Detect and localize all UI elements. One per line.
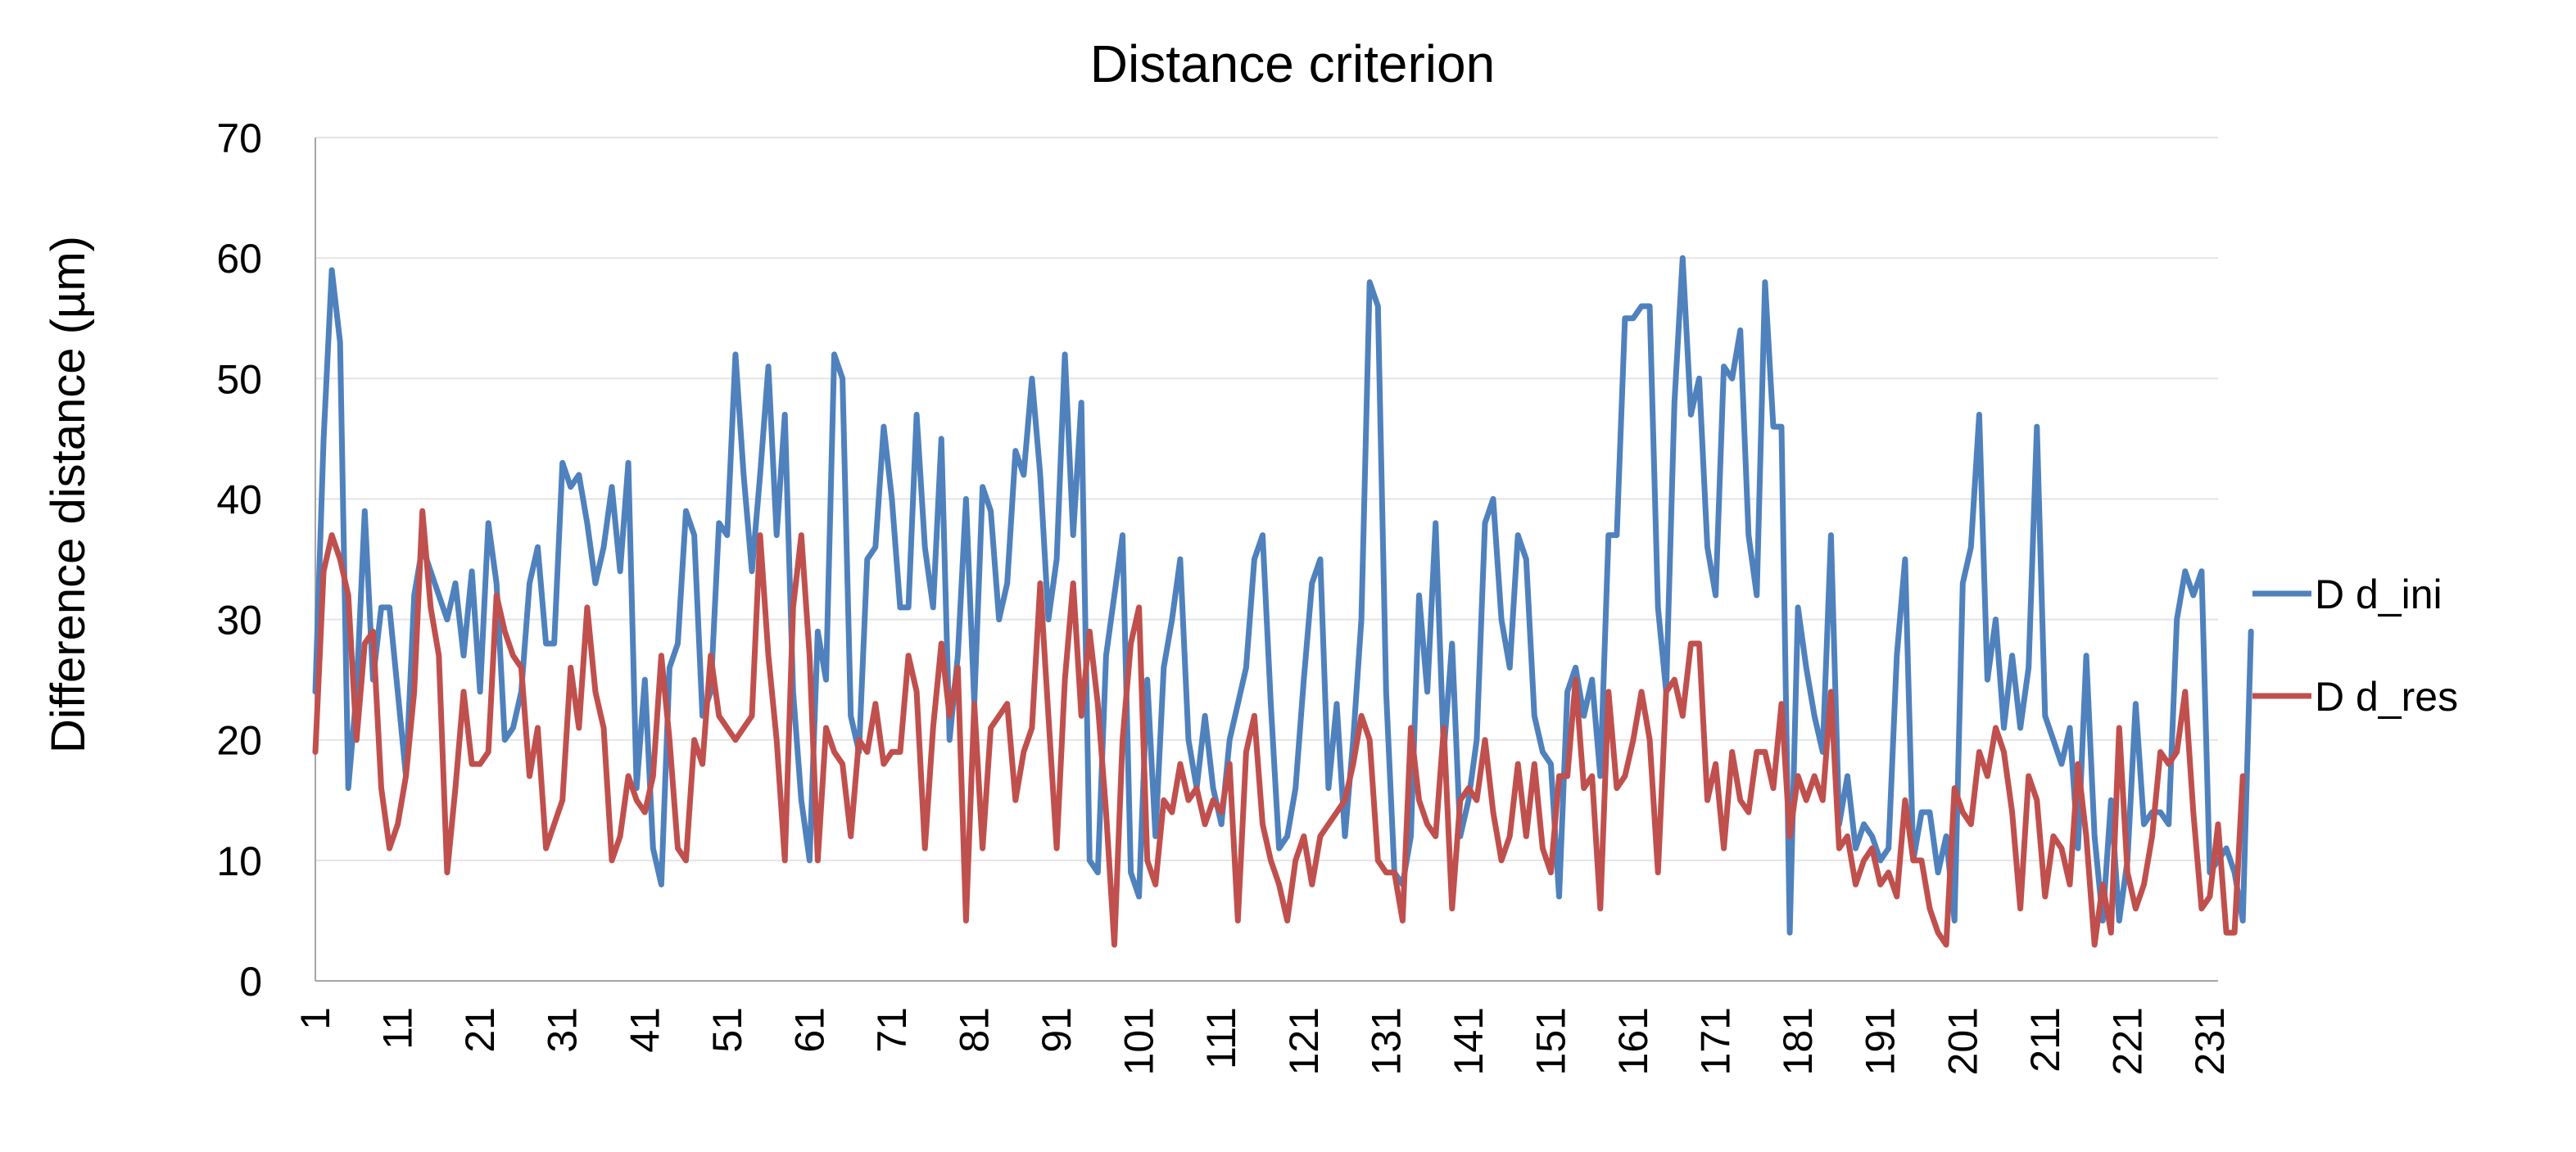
y-tick-label: 30 <box>216 598 262 644</box>
series-line-d-d-res <box>312 508 2246 948</box>
series-line-d-d-ini <box>312 255 2254 936</box>
x-tick-label: 61 <box>786 1007 832 1053</box>
y-tick-label: 0 <box>239 959 262 1005</box>
x-tick-label: 201 <box>1940 1007 1985 1075</box>
axes <box>315 138 2218 982</box>
x-tick-label: 71 <box>869 1007 915 1053</box>
x-tick-label: 51 <box>704 1007 750 1053</box>
x-tick-label: 161 <box>1610 1007 1656 1075</box>
legend-label: D d_res <box>2315 674 2458 720</box>
chart-title: Distance criterion <box>1090 34 1495 93</box>
legend-label: D d_ini <box>2315 571 2442 617</box>
x-tick-label: 181 <box>1775 1007 1821 1075</box>
series-lines <box>312 255 2254 948</box>
x-tick-label: 151 <box>1528 1007 1573 1075</box>
y-tick-label: 50 <box>216 356 262 402</box>
x-tick-label: 211 <box>2022 1007 2068 1073</box>
x-tick-label: 131 <box>1363 1007 1409 1075</box>
x-tick-label: 191 <box>1858 1007 1904 1075</box>
x-tick-label: 171 <box>1693 1007 1739 1075</box>
x-tick-label: 121 <box>1281 1007 1327 1075</box>
x-tick-label: 11 <box>375 1007 421 1050</box>
x-tick-label: 231 <box>2187 1007 2233 1075</box>
y-tick-label: 10 <box>216 838 262 884</box>
x-tick-label: 1 <box>292 1007 338 1030</box>
y-axis-ticks: 0 10 20 30 40 50 60 70 <box>216 115 262 1005</box>
x-tick-label: 101 <box>1116 1007 1162 1075</box>
x-tick-label: 111 <box>1198 1007 1244 1069</box>
x-tick-label: 31 <box>540 1007 586 1053</box>
x-tick-label: 141 <box>1446 1007 1492 1075</box>
x-tick-label: 221 <box>2104 1007 2150 1075</box>
gridlines <box>315 137 2218 861</box>
legend: D d_ini D d_res <box>2252 571 2458 720</box>
y-tick-label: 40 <box>216 477 262 522</box>
x-tick-label: 21 <box>457 1007 503 1053</box>
x-axis-ticks: 1 11 21 31 41 51 61 71 81 91 101 111 121 131 141 151 161… <box>292 1007 2233 1075</box>
y-tick-label: 20 <box>216 718 262 764</box>
x-tick-label: 41 <box>622 1007 668 1053</box>
y-tick-label: 60 <box>216 236 262 282</box>
y-axis-label: Difference distance (µm) <box>42 236 95 753</box>
x-tick-label: 91 <box>1034 1007 1080 1053</box>
y-tick-label: 70 <box>216 115 262 161</box>
x-tick-label: 81 <box>952 1007 998 1053</box>
